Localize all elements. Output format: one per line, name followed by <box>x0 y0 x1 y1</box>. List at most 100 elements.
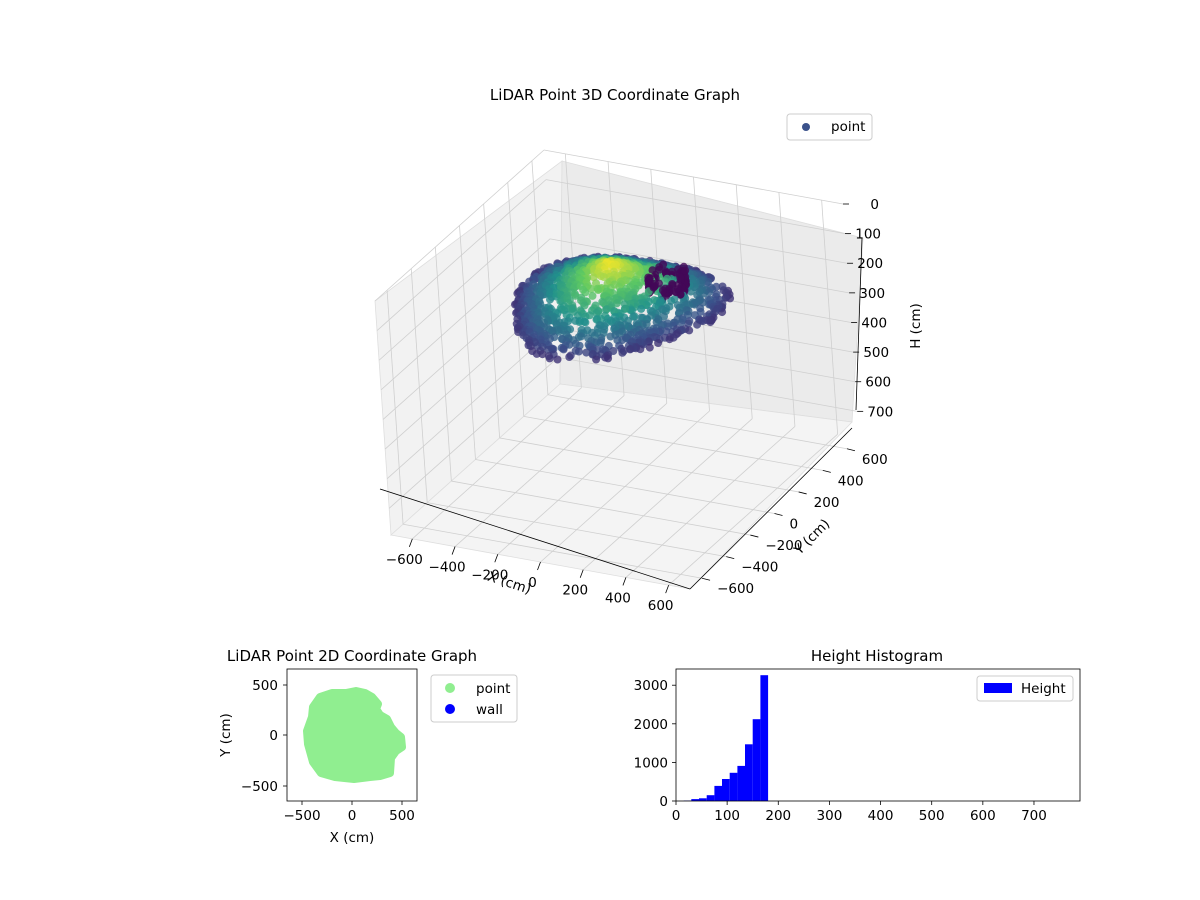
plot3d-y-tick-mark <box>750 534 759 538</box>
plot-2d: LiDAR Point 2D Coordinate Graph −500 0 5… <box>218 647 518 846</box>
hist-x-tick-label: 400 <box>868 808 894 824</box>
hist-bar <box>729 772 738 801</box>
plot3d-point <box>593 284 602 293</box>
hist-x-tick-label: 700 <box>1021 808 1047 824</box>
plot3d-point <box>661 277 669 286</box>
plot3d-y-tick-label: 0 <box>790 517 799 533</box>
hist-x-tick-label: 0 <box>672 808 681 824</box>
plot3d-x-tick-label: 0 <box>528 575 537 591</box>
hist-bar <box>745 744 753 801</box>
plot3d-y-tick-mark <box>798 491 807 495</box>
plot3d-pane-floor <box>390 383 853 590</box>
plot3d-point <box>618 348 627 357</box>
plot3d-y-tick-label: 600 <box>862 452 888 468</box>
plot3d-y-axis-line <box>689 427 853 590</box>
plot3d-legend-frame <box>786 113 873 141</box>
plot3d-point <box>681 266 690 275</box>
plot3d-point <box>604 354 613 363</box>
plot3d-point <box>652 318 661 327</box>
hist-x-tick-label: 200 <box>765 808 791 824</box>
plot3d-x-tick-mark <box>579 569 584 578</box>
hist-ticks: 0 100 200 300 400 500 600 700 0 1000 2000 3000 <box>634 678 1047 824</box>
plot3d-point <box>588 291 597 300</box>
plot3d-point <box>565 353 574 361</box>
plot3d-point <box>538 350 547 359</box>
plot3d-x-tick-mark <box>451 546 456 555</box>
plot2d-y-axis-label: Y (cm) <box>218 713 234 758</box>
plot2d-legend-wall-marker <box>445 704 455 714</box>
hist-bar <box>722 779 730 801</box>
plot3d-point <box>599 298 608 307</box>
plot3d-point <box>626 345 635 354</box>
plot3d-y-tick-label: 400 <box>838 473 864 489</box>
plot3d-point <box>637 313 646 322</box>
plot3d-point <box>676 273 685 282</box>
plot3d-grid-line <box>545 179 846 235</box>
plot3d-grid-line <box>376 179 547 331</box>
hist-y-tick-label: 1000 <box>634 755 668 771</box>
plot3d-grid-line <box>475 459 775 514</box>
plot3d-y-tick-mark <box>822 469 831 473</box>
plot3d-legend-marker <box>802 123 810 131</box>
plot3d-point <box>571 316 580 325</box>
plot3d-z-tick-label: 200 <box>857 256 883 272</box>
plot3d-point <box>659 305 668 314</box>
plot3d-y-tick-label: −200 <box>765 538 802 554</box>
plot2d-y-tick-label: 0 <box>269 728 278 744</box>
plot3d-point <box>592 309 601 317</box>
plot3d-point <box>532 349 541 358</box>
plot2d-y-tick-label: −500 <box>241 779 278 795</box>
hist-bar <box>691 799 699 801</box>
plot3d-z-tick-label: 600 <box>865 375 891 391</box>
hist-legend-label: Height <box>1021 681 1066 697</box>
plot3d-point <box>606 332 615 341</box>
plot3d-point <box>658 286 667 295</box>
plot3d-y-tick-mark <box>846 448 856 452</box>
plot3d-grid-line <box>386 327 557 480</box>
plot3d-point <box>589 273 598 282</box>
plot3d-grid-line <box>388 357 559 509</box>
plot3d-grid-line <box>735 184 753 419</box>
plot3d-z-tick-label: 500 <box>863 345 889 361</box>
plot3d-point-cloud <box>511 252 735 364</box>
hist-x-tick-label: 500 <box>919 808 945 824</box>
hist-x-tick-label: 300 <box>817 808 843 824</box>
hist-y-tick-label: 3000 <box>634 678 668 694</box>
plot3d-x-tick-mark <box>622 577 627 586</box>
plot3d-grid-line <box>523 415 823 471</box>
hist-bar <box>714 785 723 801</box>
plot3d-point <box>637 304 646 313</box>
plot3d-grid-line <box>459 225 476 460</box>
plot3d-x-tick-label: −400 <box>429 560 466 576</box>
plot3d-grid-line <box>434 247 452 482</box>
hist-y-tick-label: 0 <box>659 794 668 810</box>
hist-legend-frame <box>976 675 1074 702</box>
plot3d-z-tick-label: 0 <box>870 197 879 213</box>
plot-3d: LiDAR Point 3D Coordinate Graph −600 −400… <box>374 86 924 614</box>
plot3d-point <box>665 335 674 344</box>
plot2d-x-tick-label: −500 <box>283 808 320 824</box>
plot3d-z-tick-label: 400 <box>861 315 887 331</box>
plot3d-legend: point <box>786 113 873 141</box>
hist-x-tick-label: 100 <box>714 808 740 824</box>
plot2d-legend-point-marker <box>445 683 455 693</box>
plot3d-point <box>577 332 585 341</box>
plot3d-point <box>650 279 659 288</box>
plot3d-grid-line <box>543 149 844 205</box>
plot3d-grid-line <box>378 208 549 361</box>
hist-legend-swatch <box>984 683 1012 693</box>
plot3d-grid-line <box>550 238 850 294</box>
plot3d-point <box>592 355 601 364</box>
plot2d-x-tick-label: 0 <box>348 808 357 824</box>
plot3d-point <box>582 348 591 357</box>
hist-bar <box>706 795 715 801</box>
plot3d-point <box>599 273 608 281</box>
plot2d-point-region <box>303 687 406 783</box>
plot3d-grid-line <box>582 418 753 571</box>
plot2d-x-ticks: −500 0 500 <box>283 801 415 824</box>
plot3d-grid-line <box>410 268 428 503</box>
plot3d-point <box>654 339 663 347</box>
plot3d-legend-label: point <box>831 119 865 135</box>
plot3d-point <box>554 327 563 336</box>
plot3d-point <box>602 305 611 314</box>
